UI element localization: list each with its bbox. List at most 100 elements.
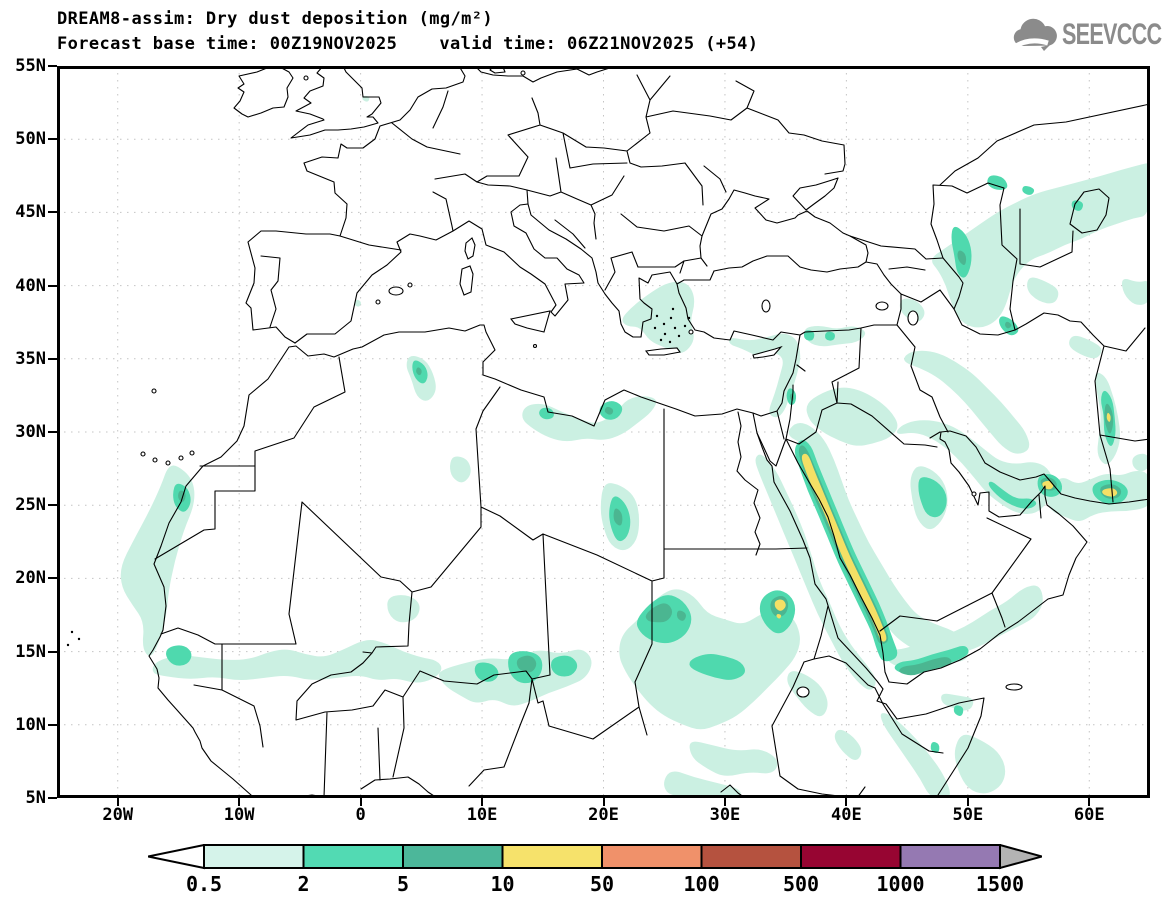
borders-middle-east <box>776 103 1150 632</box>
dust-region-caspian-wedge <box>932 163 1150 328</box>
dust-region-yemen-south <box>887 585 1043 668</box>
lon-tick-label: 50E <box>952 805 984 825</box>
lon-tick-mark <box>723 798 726 806</box>
lat-tick-label: 10N <box>15 714 46 735</box>
lat-tick-label: 30N <box>15 422 46 442</box>
colorbar-segment-5 <box>402 844 504 869</box>
colorbar-segment-10 <box>501 844 603 869</box>
dust-region-sistan-yellow <box>1106 412 1111 422</box>
lat-tick-label: 25N <box>15 495 46 516</box>
map-area <box>57 66 1150 798</box>
lat-tick-mark <box>48 357 57 360</box>
dust-region-redsea-yellow-band <box>801 453 887 642</box>
lake-tana <box>796 686 810 698</box>
dust-region-caspian-north-green-2 <box>1022 185 1035 195</box>
colorbar-level-label: 500 <box>782 872 820 896</box>
island-menorca <box>407 282 413 288</box>
lat-tick-label: 20N <box>15 568 46 589</box>
dust-region-uae-coast-green <box>988 481 1037 509</box>
colorbar-segment-100 <box>700 844 802 869</box>
borders-europe <box>260 74 846 328</box>
island-ruegen <box>520 70 526 76</box>
lat-tick-mark <box>48 211 57 214</box>
dust-region-mali-niger-spot <box>387 595 420 623</box>
colorbar-segment-2 <box>302 844 404 869</box>
lake-tuz <box>761 299 771 313</box>
dust-region-valencia-dot <box>354 299 361 307</box>
colorbar-level-label: 0.5 <box>185 872 223 896</box>
dust-region-algeria-interior <box>450 456 471 483</box>
dust-region-sudan-yellow-2 <box>776 614 782 619</box>
dust-region-redsea-west-strip <box>755 454 876 690</box>
colorbar-segment-1000 <box>899 844 1001 869</box>
dust-region-syria-green-2 <box>825 331 835 341</box>
dust-region-algeria-dark <box>416 367 422 376</box>
island-malta <box>532 343 538 349</box>
dust-region-south-sudan-patch <box>689 741 778 776</box>
dust-region-syria-green-1 <box>803 330 815 341</box>
chart-subtitle: Forecast base time: 00Z19NOV2025 valid ti… <box>57 32 758 57</box>
dust-region-caspian-dark <box>957 250 967 265</box>
seevccc-logo: SEEVCCC <box>1012 18 1165 52</box>
colorbar-level-label: 1500 <box>975 872 1025 896</box>
lat-tick-mark <box>48 504 57 507</box>
dust-region-arabia-west <box>788 422 969 663</box>
dust-region-sudan-green-2 <box>689 654 745 680</box>
dust-region-pak-corner <box>1132 453 1150 472</box>
lat-tick-mark <box>48 650 57 653</box>
island-corsica-sardinia-sicily-crete-cyprus <box>459 237 783 359</box>
dust-region-caspian-north-green-1 <box>987 175 1008 190</box>
dust-region-libya-coast <box>522 396 657 442</box>
colorbar-level-label: 1000 <box>876 872 925 896</box>
dust-region-somalia-green-2 <box>953 705 964 716</box>
dust-region-nw-sudan-dark <box>613 508 623 526</box>
island-socotra <box>1005 683 1023 691</box>
lat-tick-mark <box>48 431 57 433</box>
lat-tick-mark <box>48 65 57 67</box>
lat-tick-mark <box>48 723 57 726</box>
chart-title: DREAM8-assim: Dry dust deposition (mg/m²… <box>57 9 494 29</box>
island-ibiza <box>375 299 381 305</box>
lat-tick-label: 40N <box>15 275 46 296</box>
lon-tick-label: 40E <box>831 805 862 825</box>
lon-tick-mark <box>602 798 605 806</box>
island-majorca <box>388 286 404 296</box>
lat-tick-mark <box>48 797 57 799</box>
dust-contours-layer <box>120 95 1150 798</box>
lon-tick-mark <box>966 798 969 806</box>
dust-region-sahel-green-3 <box>551 655 578 677</box>
dust-region-gulf-broad <box>896 420 1054 514</box>
colorbar-level-label: 2 <box>297 872 310 896</box>
dust-region-indian-ocean-patch <box>954 734 1006 794</box>
lon-tick-mark <box>238 798 241 806</box>
lon-tick-label: 10E <box>466 805 498 825</box>
cloud-arrow-icon <box>1012 18 1057 51</box>
nile-river <box>736 411 761 556</box>
coast-ireland <box>233 66 294 118</box>
colorbar-level-label: 100 <box>683 872 720 896</box>
islands-lakes-layer <box>66 70 1023 698</box>
dust-region-uzbek-patch <box>1121 278 1150 305</box>
lon-tick-mark <box>1088 798 1091 806</box>
colorbar-level-label: 50 <box>589 872 615 896</box>
coast-black-sea <box>699 189 869 273</box>
lat-tick-label: 50N <box>15 129 46 150</box>
lon-tick-label: 60E <box>1073 805 1105 825</box>
island-specks <box>66 307 691 647</box>
lon-tick-label: 20W <box>102 805 134 825</box>
dust-region-sudan-yellow <box>774 599 786 611</box>
lon-tick-label: 10W <box>223 805 255 825</box>
lat-tick-label: 15N <box>15 641 46 662</box>
dust-region-sahel-green-1 <box>474 662 499 682</box>
colorbar-segment-500 <box>800 844 902 869</box>
dust-region-caspian-se-dark <box>1005 321 1012 329</box>
lat-tick-mark <box>48 284 57 287</box>
dust-region-sudan-dark-2 <box>676 610 686 621</box>
lon-tick-label: 30E <box>709 805 741 825</box>
logo-text: SEEVCCC <box>1062 18 1162 51</box>
colorbar-level-label: 5 <box>396 872 410 896</box>
dust-region-gulf-green <box>918 477 947 518</box>
dust-region-sahel-west-band <box>152 640 442 683</box>
lon-tick-mark <box>845 798 848 806</box>
